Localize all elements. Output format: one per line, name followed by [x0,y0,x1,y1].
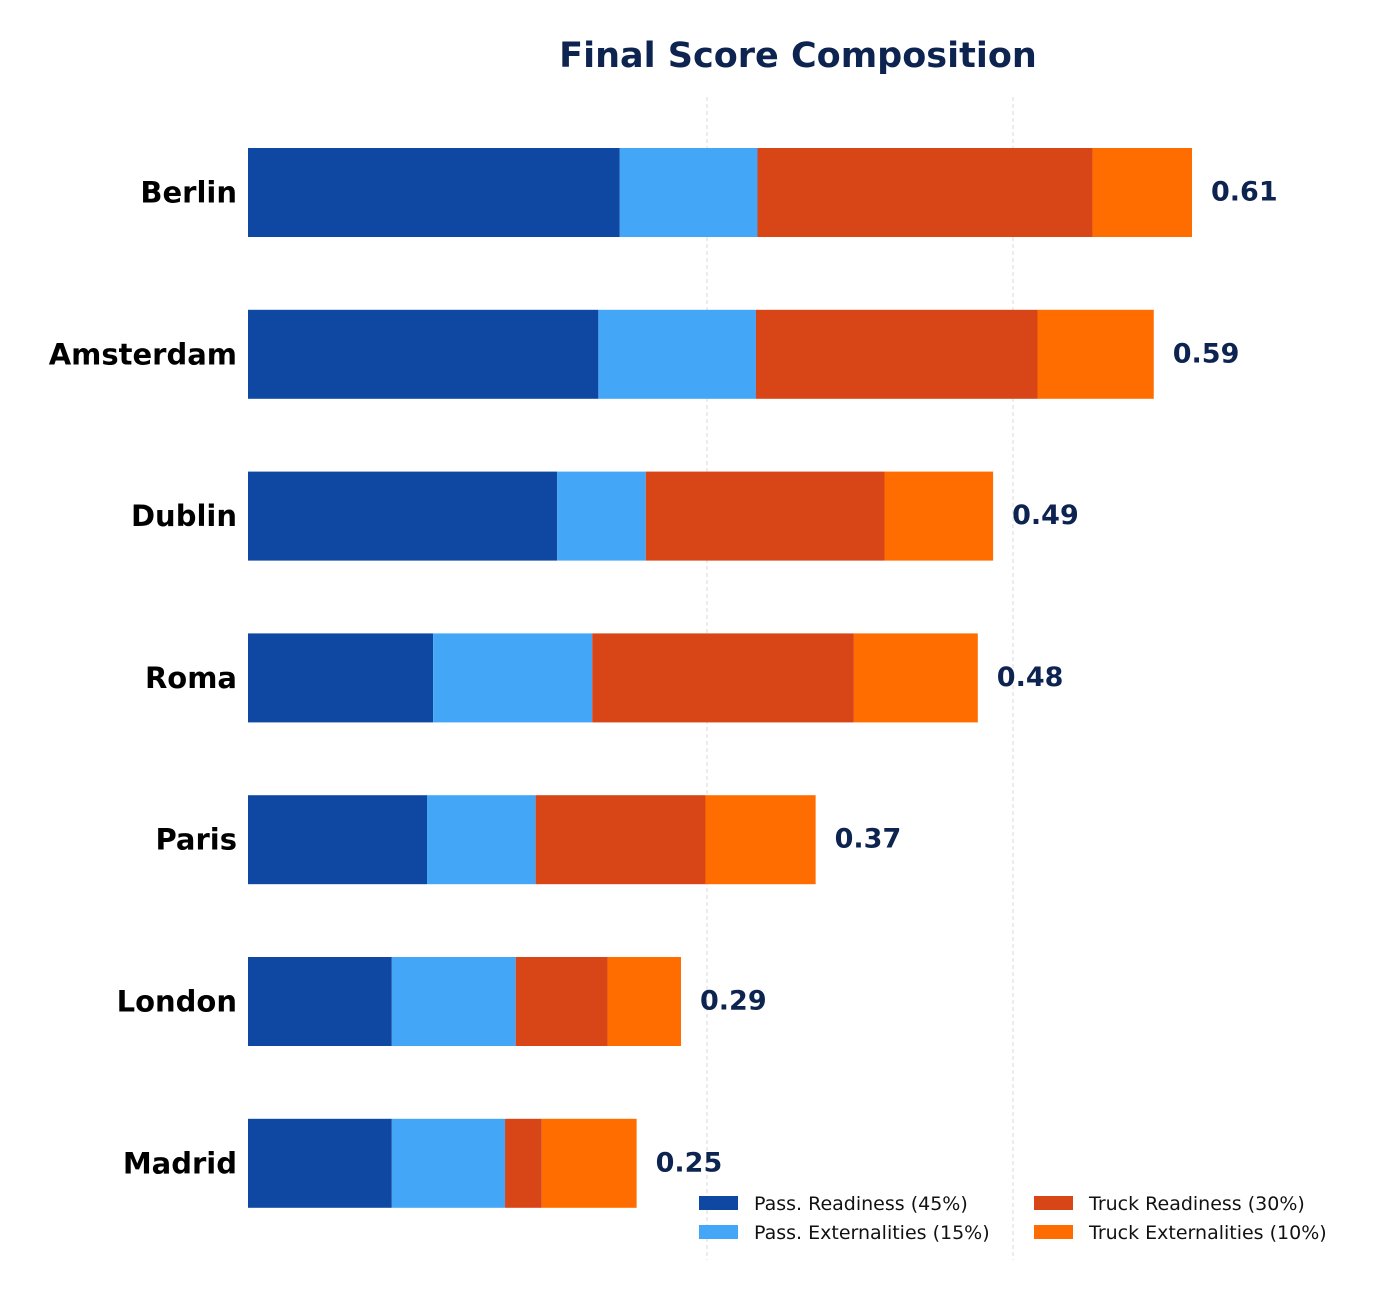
bar-segment-paris-0 [248,795,428,885]
bar-stack-london [248,957,681,1046]
legend-item-0: Pass. Readiness (45%) [699,1193,968,1215]
bar-segment-berlin-0 [248,148,620,237]
bar-segment-amsterdam-2 [755,309,1038,399]
legend-item-3: Truck Externalities (10%) [1034,1222,1327,1244]
bar-segment-paris-1 [427,795,536,885]
bar-segment-madrid-3 [541,1118,637,1208]
bar-segment-amsterdam-3 [1037,309,1154,399]
legend-item-1: Pass. Externalities (15%) [699,1222,990,1244]
category-labels: Berlin Amsterdam Dublin Roma Paris London Madr… [49,176,237,1181]
bar-segment-madrid-1 [391,1118,506,1208]
legend-label-1: Pass. Externalities (15%) [754,1222,990,1244]
category-label-paris: Paris [155,823,237,857]
bar-segment-amsterdam-0 [248,309,599,399]
bar-stack-dublin [248,471,994,561]
total-label-berlin: 0.61 [1211,177,1278,208]
total-label-london: 0.29 [700,986,767,1017]
category-label-roma: Roma [145,661,237,695]
bar-segment-amsterdam-1 [598,309,756,399]
legend-label-3: Truck Externalities (10%) [1088,1222,1327,1244]
legend-label-2: Truck Readiness (30%) [1088,1193,1305,1215]
bar-stacks [248,148,1193,1208]
total-label-dublin: 0.49 [1012,500,1079,531]
bar-stack-berlin [248,148,1193,237]
legend-swatch-3 [1034,1225,1073,1239]
total-label-amsterdam: 0.59 [1173,338,1240,369]
bar-stack-roma [248,633,978,723]
total-labels: 0.61 0.59 0.49 0.48 0.37 0.29 0.25 [656,177,1278,1179]
bar-segment-berlin-1 [619,148,758,237]
bar-segment-dublin-2 [645,471,885,561]
legend-swatch-0 [699,1196,738,1210]
total-label-roma: 0.48 [997,662,1064,693]
bar-segment-dublin-1 [557,471,646,561]
bar-segment-dublin-3 [884,471,994,561]
bar-segment-madrid-0 [248,1118,392,1208]
bar-segment-roma-3 [853,633,978,723]
total-label-madrid: 0.25 [656,1147,723,1178]
bar-stack-paris [248,795,816,885]
bar-segment-paris-3 [705,795,816,885]
bar-segment-london-0 [248,957,392,1046]
bar-segment-london-3 [607,957,681,1046]
category-label-berlin: Berlin [140,176,237,210]
legend-label-0: Pass. Readiness (45%) [754,1193,968,1215]
bar-segment-roma-2 [592,633,854,723]
bar-segment-paris-2 [535,795,706,885]
bar-stack-madrid [248,1118,637,1208]
category-label-london: London [117,985,237,1019]
bar-stack-amsterdam [248,309,1154,399]
category-label-dublin: Dublin [131,499,237,533]
bar-segment-berlin-3 [1092,148,1193,237]
bar-segment-london-2 [515,957,608,1046]
bar-segment-london-1 [391,957,516,1046]
total-label-paris: 0.37 [835,824,902,855]
bar-segment-roma-1 [433,633,593,723]
category-label-amsterdam: Amsterdam [49,337,237,371]
chart-title: Final Score Composition [559,36,1037,76]
bar-segment-berlin-2 [757,148,1093,237]
legend: Pass. Readiness (45%) Pass. Externalities… [699,1193,1327,1244]
bar-segment-roma-0 [248,633,434,723]
bar-segment-dublin-0 [248,471,558,561]
legend-item-2: Truck Readiness (30%) [1034,1193,1305,1215]
legend-swatch-2 [1034,1196,1073,1210]
category-label-madrid: Madrid [123,1146,237,1180]
bar-segment-madrid-2 [505,1118,542,1208]
legend-swatch-1 [699,1225,738,1239]
